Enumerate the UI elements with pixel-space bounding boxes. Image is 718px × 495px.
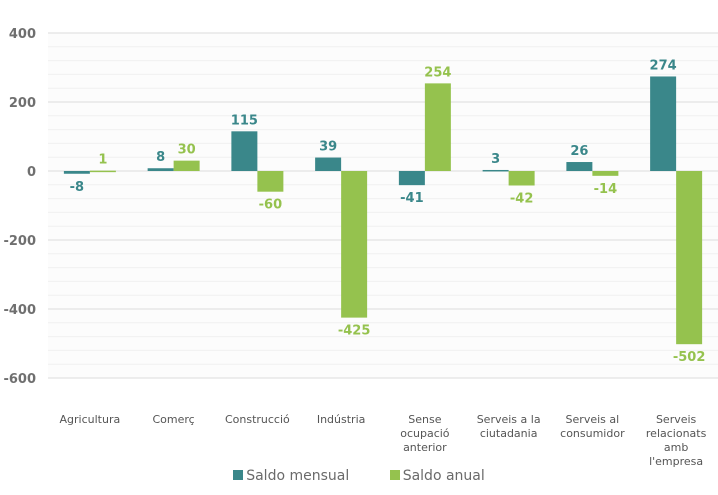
- bars: [63, 76, 703, 345]
- x-axis: Agricultura Comerç Construcció Indústria Sen…: [60, 413, 707, 468]
- bar-saldo-anual[interactable]: [676, 171, 703, 345]
- data-label: -502: [673, 350, 706, 365]
- x-tick-label: Indústria: [317, 413, 366, 426]
- y-tick-label: -200: [3, 234, 36, 249]
- data-label: 39: [319, 140, 337, 155]
- legend: Saldo mensual Saldo anual: [0, 468, 718, 484]
- data-label: 274: [650, 58, 677, 73]
- data-label: -60: [259, 198, 283, 213]
- data-label: 254: [424, 65, 451, 80]
- data-label: 3: [491, 152, 500, 167]
- legend-item-saldo-anual[interactable]: Saldo anual: [389, 468, 485, 484]
- x-tick-label: Serveis a la ciutadania: [477, 413, 541, 440]
- gridlines: [48, 32, 718, 379]
- legend-swatch-saldo-anual: [389, 470, 400, 480]
- data-label: -8: [70, 180, 84, 195]
- legend-swatch-saldo-mensual: [233, 470, 244, 480]
- data-labels: -8 8 115 39 -41 3 26 274 1 30 -60 -425 254 -42 -14 -502: [70, 58, 706, 365]
- data-label: 8: [156, 150, 165, 165]
- data-label: -14: [594, 182, 618, 197]
- data-label: 26: [570, 144, 588, 159]
- x-tick-label: Construcció: [225, 413, 290, 426]
- data-label: 1: [98, 153, 107, 168]
- x-tick-label: Comerç: [153, 413, 195, 426]
- y-tick-label: 400: [9, 27, 36, 42]
- y-axis: 400 200 0 -200 -400 -600: [3, 27, 36, 387]
- bar-saldo-mensual[interactable]: [231, 131, 258, 171]
- data-label: -42: [510, 191, 534, 206]
- x-tick-label: Serveis al consumidor: [560, 413, 625, 440]
- data-label: 30: [178, 143, 196, 158]
- bar-saldo-anual[interactable]: [592, 171, 619, 176]
- bar-saldo-anual[interactable]: [341, 171, 368, 318]
- bar-saldo-mensual[interactable]: [315, 157, 342, 171]
- x-tick-label: Serveis relacionats amb l'empresa: [646, 413, 707, 468]
- bar-saldo-anual[interactable]: [173, 160, 200, 171]
- x-tick-label: Sense ocupació anterior: [400, 413, 450, 454]
- y-tick-label: -600: [3, 372, 36, 387]
- bar-saldo-anual[interactable]: [89, 170, 116, 173]
- bar-saldo-anual[interactable]: [257, 171, 284, 192]
- legend-label: Saldo anual: [402, 468, 485, 484]
- data-label: 115: [231, 113, 258, 128]
- bar-saldo-mensual[interactable]: [482, 169, 509, 172]
- legend-label: Saldo mensual: [246, 468, 350, 484]
- y-tick-label: 0: [27, 165, 36, 180]
- plot-area: [48, 33, 718, 378]
- bar-saldo-anual[interactable]: [508, 171, 535, 186]
- bar-saldo-mensual[interactable]: [398, 171, 425, 186]
- legend-item-saldo-mensual[interactable]: Saldo mensual: [233, 468, 349, 484]
- bar-saldo-mensual[interactable]: [147, 168, 174, 171]
- bar-saldo-mensual[interactable]: [566, 162, 593, 171]
- bar-saldo-anual[interactable]: [424, 83, 451, 171]
- bar-saldo-mensual[interactable]: [650, 76, 677, 171]
- y-tick-label: -400: [3, 303, 36, 318]
- data-label: -425: [338, 324, 371, 339]
- data-label: -41: [400, 191, 424, 206]
- x-tick-label: Agricultura: [60, 413, 121, 426]
- y-tick-label: 200: [9, 96, 36, 111]
- bar-saldo-mensual[interactable]: [63, 171, 90, 174]
